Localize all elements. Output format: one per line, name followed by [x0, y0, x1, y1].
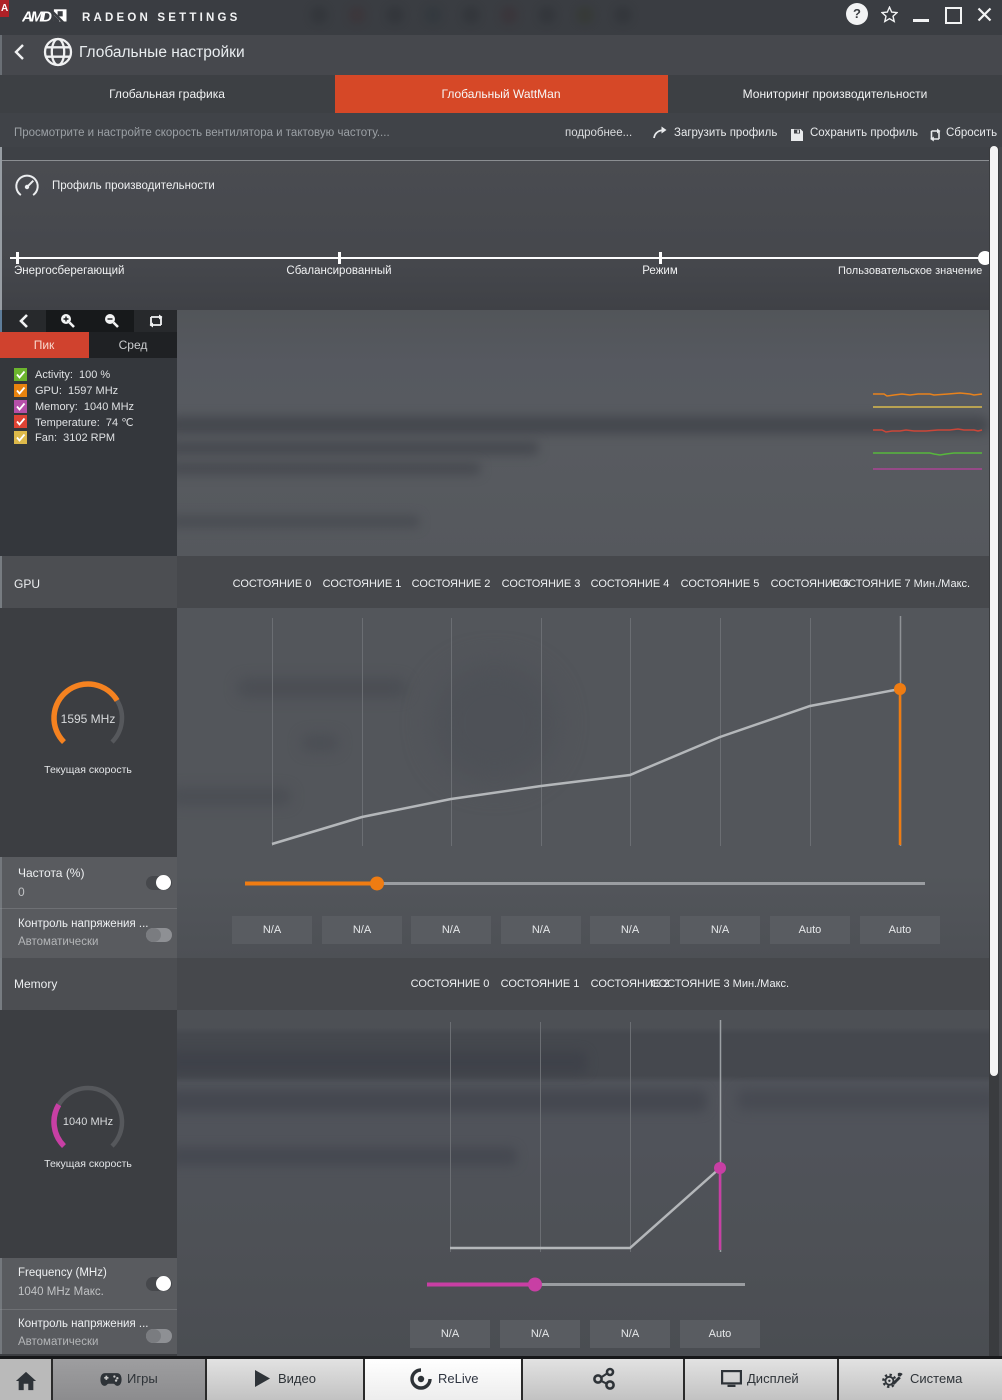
- svg-text:AMD: AMD: [22, 9, 52, 26]
